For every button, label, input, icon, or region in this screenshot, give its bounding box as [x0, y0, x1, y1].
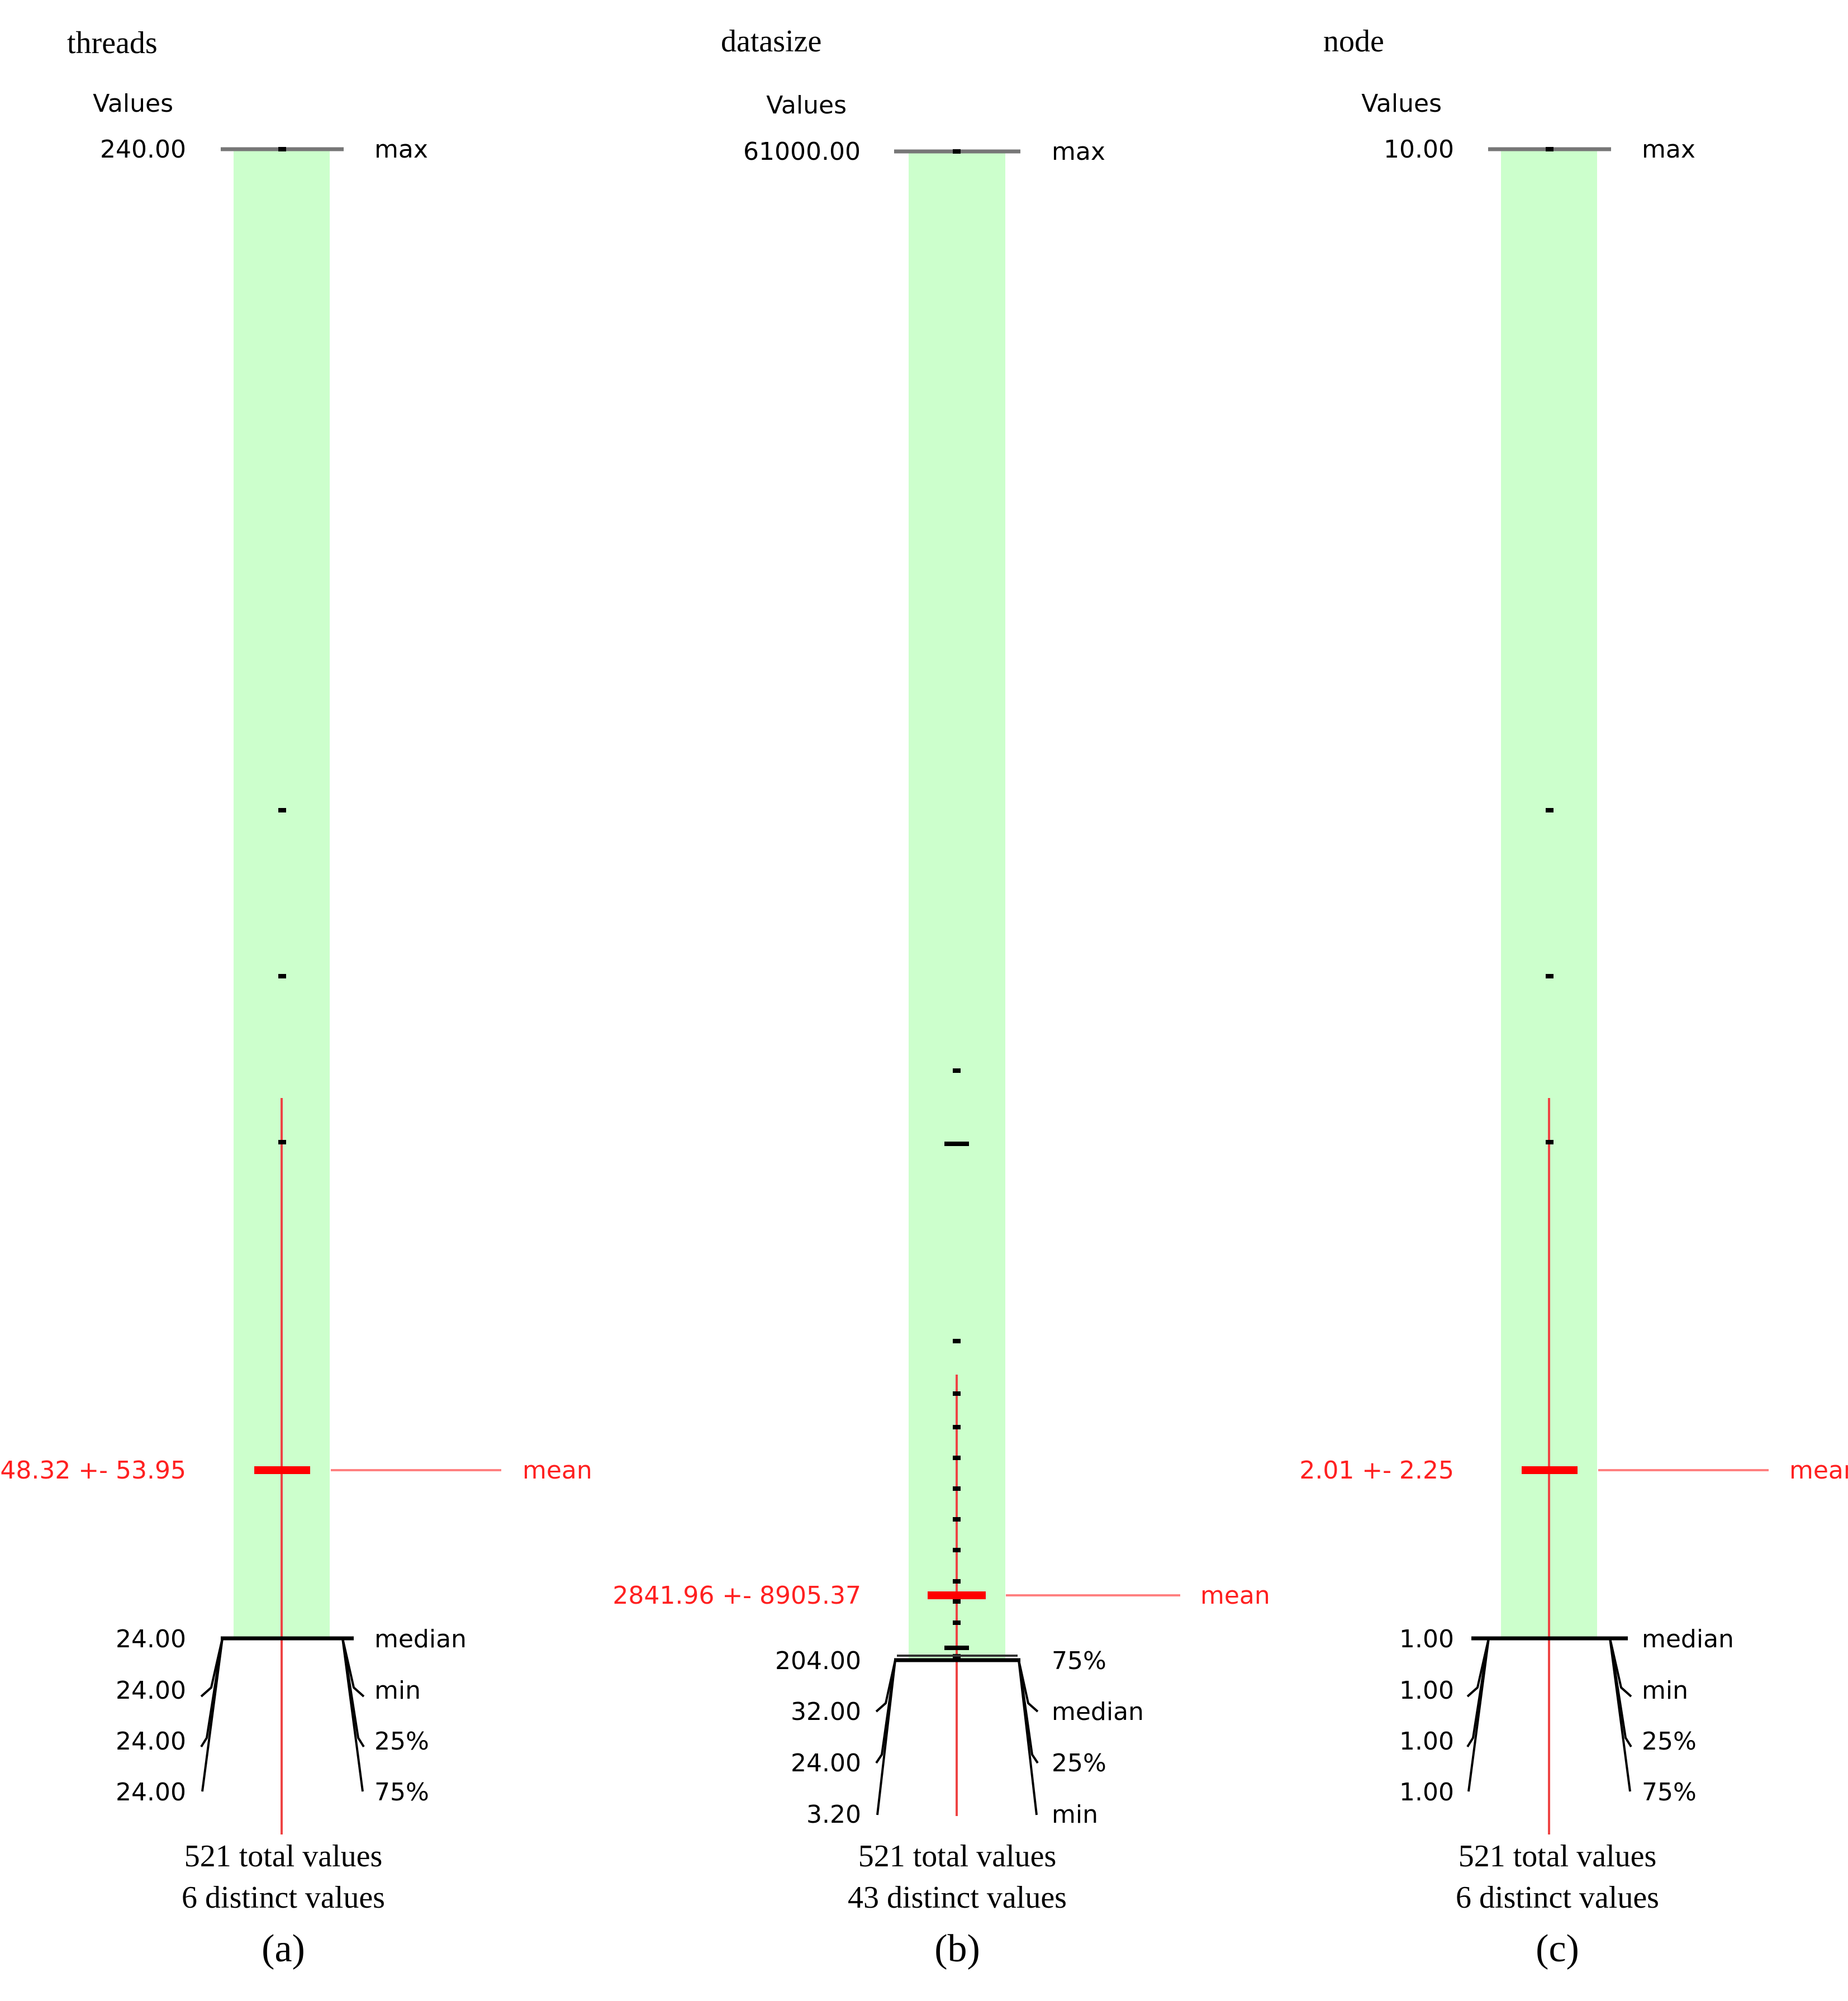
stat-value: 1.00 [1399, 1625, 1454, 1653]
value-tick [953, 1425, 961, 1429]
stat-leader [341, 1638, 365, 1698]
values-label: Values [1361, 89, 1442, 118]
panel-caption: (a) [262, 1927, 305, 1970]
stat-leader [876, 1660, 896, 1815]
stat-leaders [1466, 1638, 1632, 1792]
max-label: max [1052, 137, 1105, 166]
distinct-values: 6 distinct values [182, 1880, 385, 1915]
max-value: 240.00 [100, 135, 186, 164]
mean-marker [928, 1591, 986, 1599]
stat-leader [201, 1638, 224, 1792]
mean-label: mean [522, 1456, 592, 1485]
stat-label: min [374, 1676, 421, 1705]
stat-value: 204.00 [775, 1647, 861, 1675]
stat-leader [1609, 1638, 1631, 1792]
mean-label: mean [1200, 1581, 1270, 1610]
value-tick [953, 1391, 961, 1396]
value-tick [953, 1486, 961, 1491]
stat-leader [200, 1638, 224, 1698]
value-tick [953, 149, 961, 154]
value-tick [953, 1456, 961, 1460]
panel-node: node Values 10.00 max 2.01 +- 2.25 mean … [1299, 24, 1848, 1970]
stat-label: min [1642, 1676, 1688, 1705]
value-tick [944, 1646, 969, 1650]
stat-label: 75% [374, 1778, 429, 1807]
value-tick [1546, 1140, 1554, 1144]
total-values: 521 total values [1459, 1839, 1657, 1874]
panel-caption: (b) [934, 1927, 980, 1970]
distinct-values: 43 distinct values [848, 1880, 1067, 1915]
stat-leaders [875, 1660, 1039, 1815]
stat-label: median [1642, 1625, 1734, 1653]
mean-marker [1522, 1466, 1578, 1474]
stat-leader [341, 1638, 364, 1792]
max-value: 10.00 [1384, 135, 1454, 164]
stat-value: 32.00 [791, 1698, 861, 1726]
stat-label: 25% [1642, 1727, 1697, 1756]
stat-label: 75% [1642, 1778, 1697, 1807]
stat-value: 1.00 [1399, 1727, 1454, 1756]
value-tick [1546, 974, 1554, 978]
values-label: Values [766, 91, 847, 120]
panel-title: threads [67, 26, 158, 60]
stat-value: 3.20 [806, 1800, 861, 1829]
value-tick [953, 1548, 961, 1552]
max-label: max [1642, 135, 1695, 164]
mean-marker [254, 1466, 310, 1474]
value-tick [953, 1339, 961, 1343]
mean-label: mean [1789, 1456, 1848, 1485]
panel-title: datasize [721, 24, 821, 59]
value-tick [1546, 147, 1554, 151]
max-label: max [374, 135, 428, 164]
panel-title: node [1323, 24, 1384, 59]
stat-value: 24.00 [116, 1676, 186, 1705]
value-tick [953, 1579, 961, 1584]
value-tick [278, 1140, 286, 1144]
stat-leader [1018, 1660, 1038, 1815]
stat-leader [1018, 1660, 1039, 1713]
stat-label: 25% [1052, 1749, 1106, 1777]
panel-threads: threads Values 240.00 max 48.32 +- 53.95… [0, 26, 592, 1970]
stat-label: min [1052, 1800, 1098, 1829]
value-tick [278, 147, 286, 151]
value-tick [278, 974, 286, 978]
value-tick [944, 1142, 969, 1146]
stat-value: 24.00 [116, 1727, 186, 1756]
stat-label: 25% [374, 1727, 429, 1756]
stat-label: median [374, 1625, 467, 1653]
value-tick [953, 1068, 961, 1073]
stat-label: median [1052, 1698, 1144, 1726]
stat-leader [1609, 1638, 1632, 1698]
stat-label: 75% [1052, 1647, 1106, 1675]
stat-value: 24.00 [791, 1749, 861, 1777]
stat-leaders [200, 1638, 365, 1792]
stat-leader [1466, 1638, 1490, 1698]
total-values: 521 total values [858, 1839, 1057, 1874]
stat-value: 24.00 [116, 1778, 186, 1807]
value-tick [953, 1517, 961, 1522]
stat-leader [1467, 1638, 1490, 1792]
value-tick [953, 1620, 961, 1625]
values-label: Values [93, 89, 173, 118]
stat-value: 1.00 [1399, 1676, 1454, 1705]
value-tick [953, 1599, 961, 1604]
mean-value: 48.32 +- 53.95 [0, 1456, 186, 1485]
panel-datasize: datasize Values 61000.00 max 2841.96 +- [612, 24, 1270, 1970]
distinct-values: 6 distinct values [1456, 1880, 1659, 1915]
mean-value: 2.01 +- 2.25 [1299, 1456, 1454, 1485]
stat-value: 24.00 [116, 1625, 186, 1653]
value-tick [278, 808, 286, 812]
stat-value: 1.00 [1399, 1778, 1454, 1807]
total-values: 521 total values [184, 1839, 383, 1874]
stat-leader [875, 1660, 896, 1713]
value-tick [1546, 808, 1554, 812]
mean-value: 2841.96 +- 8905.37 [612, 1581, 861, 1610]
panel-caption: (c) [1536, 1927, 1579, 1970]
max-value: 61000.00 [743, 137, 861, 166]
